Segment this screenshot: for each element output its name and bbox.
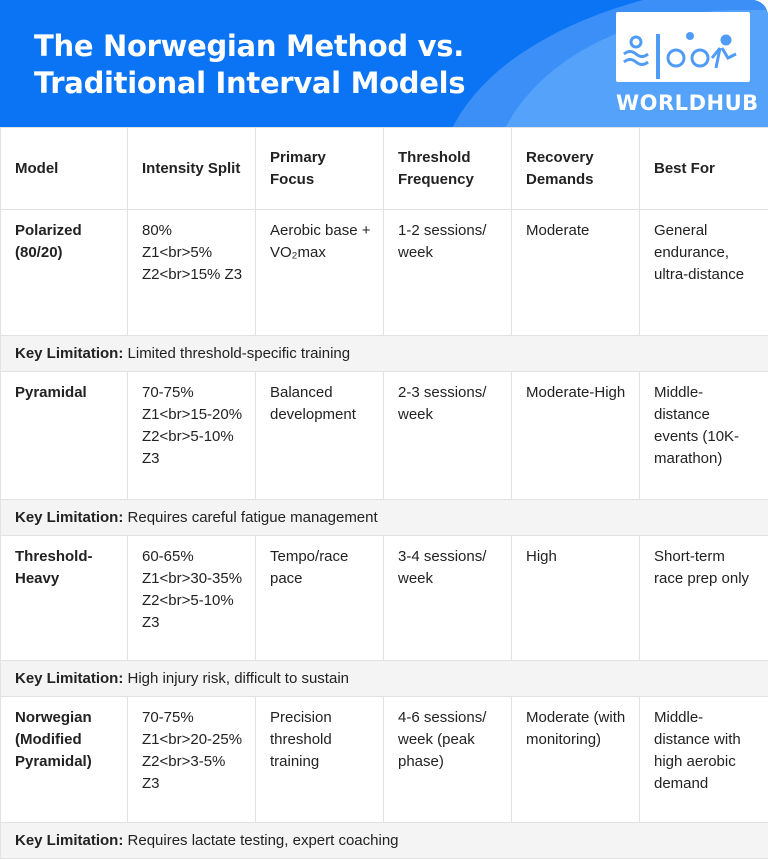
table-cell: Aerobic base + VO₂max [255, 209, 384, 336]
table-cell: 70-75% Z1<br>20-25% Z2<br>3-5% Z3 [127, 696, 256, 823]
table-cell: Short-term race prep only [639, 535, 768, 661]
table-cell: Middle-distance with high aerobic demand [639, 696, 768, 823]
comparison-table: Model Intensity Split Primary Focus Thre… [0, 127, 768, 859]
table-cell: 60-65% Z1<br>30-35% Z2<br>5-10% Z3 [127, 535, 256, 661]
limitation-row: Key Limitation: Limited threshold-specif… [0, 335, 768, 372]
limitation-row: Key Limitation: Requires careful fatigue… [0, 499, 768, 536]
model-name-cell: Norwegian (Modified Pyramidal) [0, 696, 128, 823]
table-cell: 80% Z1<br>5% Z2<br>15% Z3 [127, 209, 256, 336]
table-cell: Middle-distance events (10K-marathon) [639, 371, 768, 500]
table-cell: High [511, 535, 640, 661]
table-cell: Moderate-High [511, 371, 640, 500]
column-header: Best For [639, 127, 768, 210]
table-row: Norwegian (Modified Pyramidal) 70-75% Z1<… [0, 696, 768, 823]
logo-text: WORLDHUB [616, 91, 759, 115]
table-row: Threshold-Heavy 60-65% Z1<br>30-35% Z2<br… [0, 535, 768, 661]
title-line-1: The Norwegian Method vs. [34, 29, 464, 63]
column-header: Recovery Demands [511, 127, 640, 210]
limitation-text: High injury risk, difficult to sustain [127, 669, 349, 687]
table-row: Pyramidal 70-75% Z1<br>15-20% Z2<br>5-10%… [0, 371, 768, 500]
title-line-2: Traditional Interval Models [34, 66, 466, 100]
table-cell: 2-3 sessions/ week [383, 371, 512, 500]
limitation-cell: Key Limitation: Limited threshold-specif… [0, 335, 768, 372]
column-header: Primary Focus [255, 127, 384, 210]
limitation-row: Key Limitation: High injury risk, diffic… [0, 660, 768, 697]
table-cell: 1-2 sessions/ week [383, 209, 512, 336]
limitation-cell: Key Limitation: Requires careful fatigue… [0, 499, 768, 536]
header-banner: The Norwegian Method vs. Traditional Int… [0, 0, 768, 127]
model-name-cell: Pyramidal [0, 371, 128, 500]
limitation-label: Key Limitation: [15, 669, 124, 687]
table-cell: Moderate [511, 209, 640, 336]
limitation-cell: Key Limitation: Requires lactate testing… [0, 822, 768, 859]
table-cell: General endurance, ultra-distance [639, 209, 768, 336]
page-title: The Norwegian Method vs. Traditional Int… [34, 28, 466, 102]
limitation-text: Limited threshold-specific training [127, 344, 351, 362]
table-row: Polarized (80/20) 80% Z1<br>5% Z2<br>15% … [0, 209, 768, 336]
table-cell: Balanced development [255, 371, 384, 500]
table-cell: 70-75% Z1<br>15-20% Z2<br>5-10% Z3 [127, 371, 256, 500]
limitation-text: Requires lactate testing, expert coachin… [127, 831, 399, 849]
triworldhub-logo: WORLDHUB [616, 12, 759, 115]
table-cell: Tempo/race pace [255, 535, 384, 661]
limitation-label: Key Limitation: [15, 344, 124, 362]
table-cell: 4-6 sessions/ week (peak phase) [383, 696, 512, 823]
limitation-text: Requires careful fatigue management [127, 508, 378, 526]
table-header-row: Model Intensity Split Primary Focus Thre… [0, 127, 768, 210]
model-name-cell: Polarized (80/20) [0, 209, 128, 336]
limitation-label: Key Limitation: [15, 831, 124, 849]
limitation-row: Key Limitation: Requires lactate testing… [0, 822, 768, 859]
limitation-cell: Key Limitation: High injury risk, diffic… [0, 660, 768, 697]
tri-logo-mark [616, 12, 750, 82]
column-header: Threshold Frequency [383, 127, 512, 210]
table-cell: Moderate (with monitoring) [511, 696, 640, 823]
table-cell: 3-4 sessions/ week [383, 535, 512, 661]
table-cell: Precision threshold training [255, 696, 384, 823]
column-header: Intensity Split [127, 127, 256, 210]
model-name-cell: Threshold-Heavy [0, 535, 128, 661]
column-header: Model [0, 127, 128, 210]
limitation-label: Key Limitation: [15, 508, 124, 526]
